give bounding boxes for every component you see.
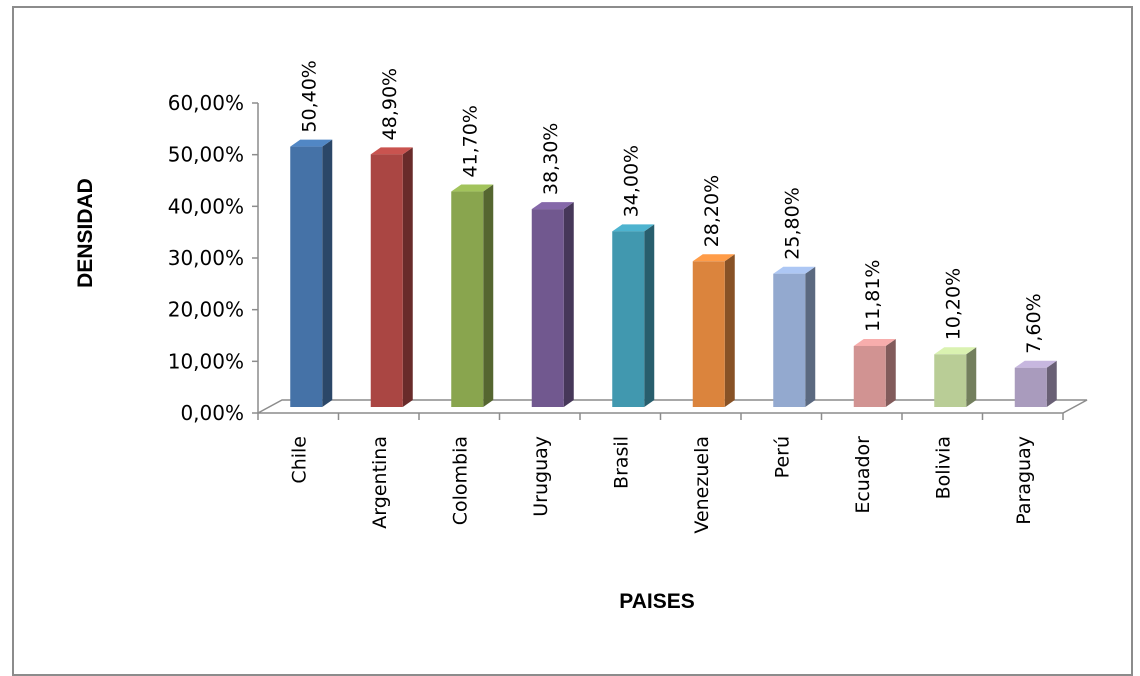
- bar: [290, 139, 333, 407]
- y-tick-label: 60,00%: [168, 91, 244, 115]
- y-tick-label: 0,00%: [180, 401, 244, 425]
- bar: [370, 147, 413, 407]
- bar: [853, 338, 896, 407]
- x-tick-label: Ecuador: [852, 436, 874, 514]
- axes: [252, 102, 1064, 420]
- data-labels: 50,40% 48,90% 41,70% 38,30% 34,00% 28,20% 25,8…: [298, 60, 1045, 354]
- x-tick-label: Paraguay: [1013, 436, 1035, 525]
- y-tick-label: 30,00%: [168, 246, 244, 270]
- data-label: 28,20%: [701, 175, 723, 247]
- x-tick-label: Bolivia: [932, 436, 954, 499]
- data-label: 34,00%: [620, 145, 642, 217]
- data-label: 25,80%: [781, 187, 803, 259]
- y-tick-labels: 0,00% 10,00% 20,00% 30,00% 40,00% 50,00% 60,00…: [168, 91, 244, 425]
- data-label: 50,40%: [298, 60, 320, 132]
- x-tick-label: Chile: [288, 436, 310, 484]
- y-tick-label: 10,00%: [168, 349, 244, 373]
- x-tick-labels: Chile Argentina Colombia Uruguay Brasil Venez…: [288, 436, 1035, 534]
- data-label: 11,81%: [862, 260, 884, 332]
- x-tick-label: Venezuela: [691, 436, 713, 534]
- data-label: 41,70%: [459, 105, 481, 177]
- bar: [934, 347, 977, 407]
- bars: [290, 139, 1057, 407]
- bar: [773, 266, 816, 407]
- x-axis-title: PAISES: [619, 590, 694, 613]
- bar: [612, 224, 655, 407]
- data-label: 7,60%: [1023, 293, 1045, 353]
- data-label: 38,30%: [540, 123, 562, 195]
- data-label: 10,20%: [942, 268, 964, 340]
- y-axis-title: DENSIDAD: [74, 178, 97, 288]
- bar: [531, 202, 574, 407]
- bar: [692, 254, 735, 407]
- x-tick-label: Brasil: [610, 436, 632, 489]
- bar: [1014, 360, 1057, 407]
- data-label: 48,90%: [379, 68, 401, 140]
- x-tick-label: Argentina: [369, 436, 391, 529]
- x-tick-label: Colombia: [449, 436, 471, 525]
- y-tick-label: 20,00%: [168, 298, 244, 322]
- x-tick-label: Uruguay: [530, 436, 552, 517]
- y-tick-label: 50,00%: [168, 143, 244, 167]
- x-tick-label: Perú: [771, 436, 793, 478]
- bar: [451, 184, 494, 407]
- y-tick-label: 40,00%: [168, 194, 244, 218]
